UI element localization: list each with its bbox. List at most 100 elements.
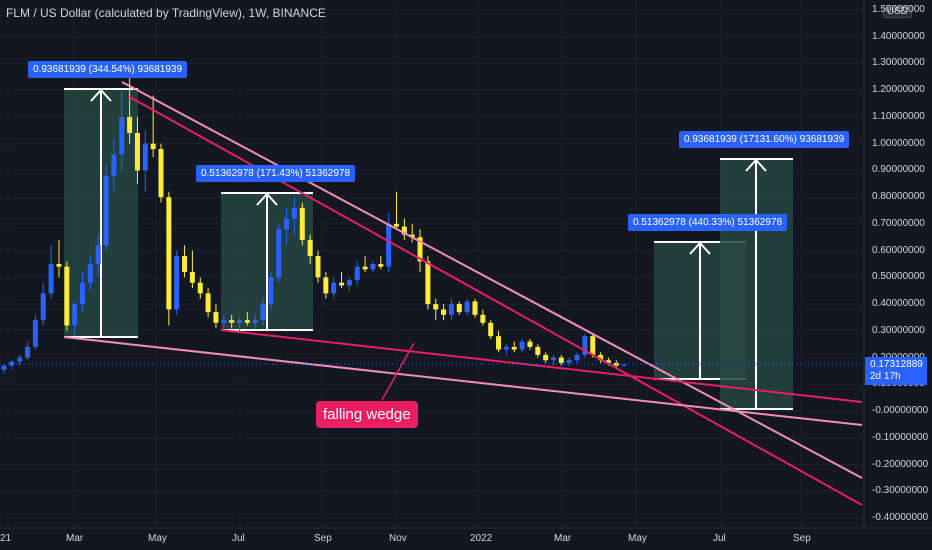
price-tick-label: -0.40000000: [872, 512, 929, 523]
bar-countdown: 2d 17h: [870, 371, 901, 382]
candle-up: [260, 304, 266, 321]
candle-down: [299, 207, 305, 240]
candle-down: [543, 354, 549, 361]
candle-down: [456, 304, 462, 313]
price-tick-label: 1.00000000: [872, 137, 925, 149]
candle-down: [409, 234, 415, 238]
price-tick-label: 0.40000000: [872, 298, 925, 310]
candle-up: [95, 245, 101, 264]
trend-lines: [63, 81, 863, 506]
price-tick-label: 0.80000000: [872, 191, 925, 203]
candle-up: [221, 320, 227, 323]
candle-down: [401, 226, 407, 235]
candle-down: [558, 357, 564, 363]
candle-down: [590, 336, 596, 355]
candle-down: [166, 197, 172, 310]
currency-badge[interactable]: USD: [882, 5, 912, 18]
candle-down: [472, 301, 478, 315]
candle-up: [72, 304, 78, 326]
measure-label-1[interactable]: 0.93681939 (344.54%) 93681939: [28, 61, 188, 78]
candle-down: [158, 149, 164, 198]
candle-up: [464, 301, 470, 313]
wedge-lower-line-inner: [220, 329, 863, 403]
time-tick-label: Jul: [713, 533, 726, 544]
measure-label-4[interactable]: 0.51362978 (440.33%) 51362978: [628, 214, 788, 231]
candle-up: [9, 361, 15, 366]
candle-up: [1, 365, 7, 370]
wedge-lower-line: [63, 336, 863, 426]
price-tick-label: -0.00000000: [872, 405, 929, 417]
candle-down: [213, 312, 219, 323]
candle-down: [244, 320, 250, 323]
candle-down: [433, 304, 439, 310]
candle-down: [480, 314, 486, 323]
measure-label-2[interactable]: 0.51362978 (171.43%) 51362978: [196, 165, 356, 182]
candle-down: [598, 354, 604, 361]
time-tick-label: 2022: [470, 533, 493, 544]
candle-up: [448, 304, 454, 315]
wedge-upper-line-inner: [127, 95, 863, 506]
time-tick-label: Jul: [232, 533, 245, 544]
candle-down: [488, 322, 494, 337]
candle-up: [346, 280, 352, 286]
candle-up: [621, 364, 627, 366]
candle-down: [205, 293, 211, 313]
time-tick-label: Mar: [66, 533, 84, 544]
time-tick-label: 21: [0, 533, 12, 544]
candle-down: [605, 360, 611, 363]
price-tick-label: 0.50000000: [872, 271, 925, 283]
candle-up: [331, 282, 337, 294]
candle-down: [425, 261, 431, 305]
candle-up: [284, 218, 290, 230]
price-tick-label: 1.20000000: [872, 84, 925, 96]
candle-down: [511, 346, 517, 350]
price-tick-label: 1.50000000: [872, 4, 925, 15]
candle-up: [80, 282, 85, 305]
candle-up: [103, 175, 109, 246]
current-price-label: 0.17312889 2d 17h: [865, 357, 927, 385]
price-tick-label: 1.30000000: [872, 57, 925, 69]
chart-title: FLM / US Dollar (calculated by TradingVi…: [6, 6, 326, 20]
candle-down: [378, 264, 384, 267]
candle-up: [237, 320, 242, 323]
candle-up: [111, 154, 117, 176]
candle-down: [150, 143, 156, 150]
measure-label-3[interactable]: 0.93681939 (17131.60%) 93681939: [679, 131, 850, 148]
candle-down: [134, 132, 140, 171]
price-tick-label: -0.30000000: [872, 485, 929, 497]
candle-down: [496, 336, 502, 350]
candle-down: [535, 346, 541, 355]
falling-wedge-label[interactable]: falling wedge: [316, 401, 418, 428]
measure-tools: [64, 88, 793, 410]
candle-down: [527, 341, 533, 347]
candle-up: [574, 354, 580, 361]
candle-up: [386, 223, 392, 267]
candle-up: [48, 264, 54, 294]
candle-up: [87, 264, 93, 283]
candle-up: [25, 346, 31, 358]
candlestick-series: [1, 68, 627, 374]
price-tick-label: 1.40000000: [872, 30, 925, 42]
price-tick-label: -0.20000000: [872, 458, 929, 470]
price-tick-label: 0.90000000: [872, 164, 925, 176]
candle-up: [291, 207, 297, 219]
price-tick-label: 1.10000000: [872, 110, 925, 122]
candle-up: [354, 266, 360, 281]
candle-down: [323, 277, 329, 294]
time-tick-label: Mar: [554, 533, 572, 544]
time-tick-label: May: [148, 533, 167, 544]
candle-down: [307, 239, 313, 256]
current-price-value: 0.17312889: [870, 359, 923, 370]
candle-up: [174, 255, 180, 310]
price-tick-label: 0.60000000: [872, 244, 925, 256]
candle-up: [503, 346, 509, 350]
candle-up: [17, 357, 23, 362]
time-tick-label: May: [628, 533, 647, 544]
candle-down: [127, 116, 133, 133]
time-tick-label: Sep: [314, 533, 332, 544]
candle-up: [32, 320, 38, 347]
candle-down: [394, 223, 399, 227]
wedge-pointer-line: [381, 342, 415, 401]
candle-up: [142, 143, 148, 171]
